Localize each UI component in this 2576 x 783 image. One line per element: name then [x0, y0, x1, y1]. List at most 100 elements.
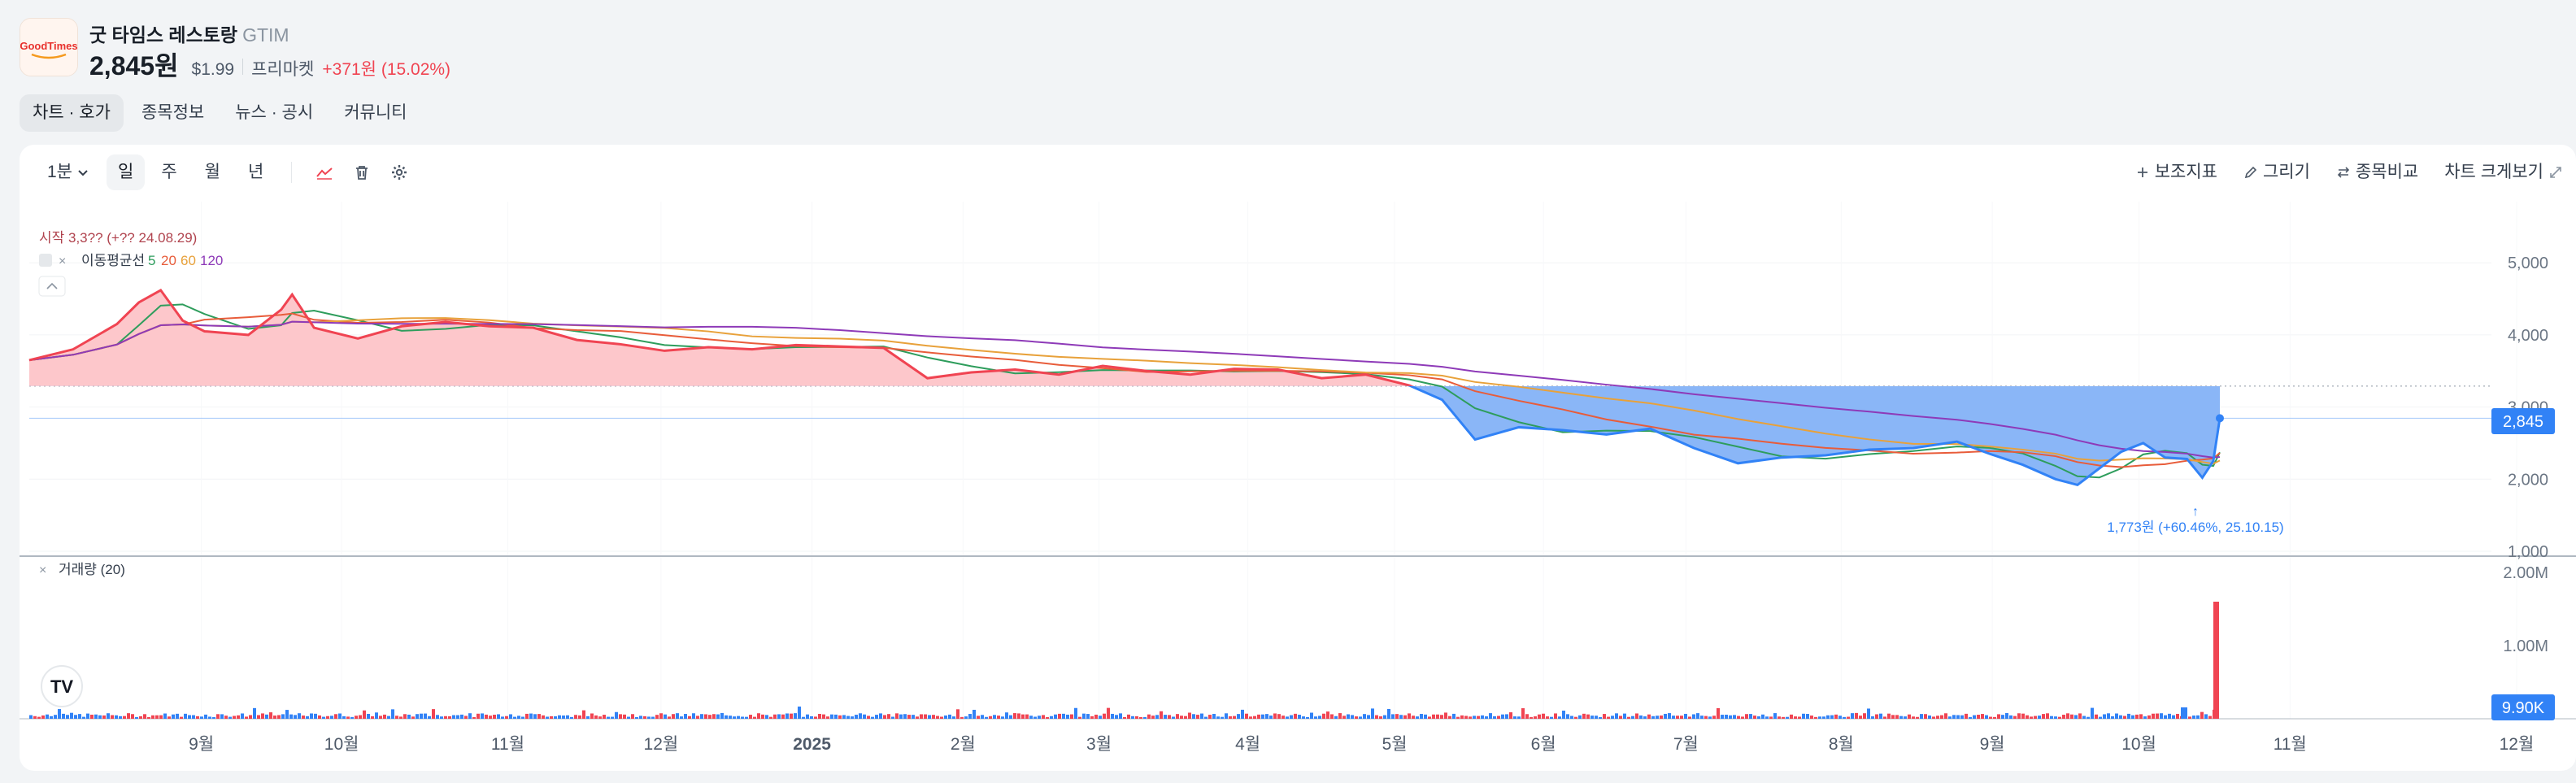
volume-bar — [1505, 714, 1508, 719]
period-day-button[interactable]: 일 — [107, 154, 146, 190]
volume-bar — [1867, 708, 1870, 719]
x-axis-label: 2025 — [793, 735, 831, 754]
volume-bar — [631, 714, 634, 719]
volume-bar — [1021, 714, 1025, 719]
volume-bar — [1286, 716, 1289, 719]
current-volume-tag-label: 9.90K — [2502, 699, 2545, 717]
volume-bar — [1879, 713, 1882, 719]
volume-bar — [1119, 713, 1122, 719]
volume-bar — [1952, 715, 1956, 719]
volume-bar — [1944, 713, 1947, 719]
close-icon[interactable]: × — [39, 563, 46, 577]
volume-bar — [2143, 716, 2147, 719]
volume-bar — [82, 716, 85, 719]
x-axis-label: 11월 — [2274, 735, 2307, 754]
period-month-button[interactable]: 월 — [204, 163, 220, 181]
volume-bar — [1908, 714, 1911, 719]
price-change: +371원 (15.02%) — [322, 60, 451, 79]
draw-button[interactable]: 그리기 — [2230, 154, 2323, 190]
expand-chart-button[interactable]: 차트 크게보기 — [2431, 154, 2576, 190]
chart-toolbar: 1분 일 주 월 년 보조지표 그리기 — [20, 145, 2576, 202]
volume-bar — [1651, 716, 1655, 719]
tab-chart[interactable]: 차트 · 호가 — [20, 94, 124, 132]
volume-bar — [871, 716, 874, 719]
volume-bar — [1725, 715, 1728, 719]
volume-bar — [196, 716, 199, 719]
volume-bar — [1635, 713, 1638, 719]
volume-bar — [481, 713, 484, 719]
tab-community[interactable]: 커뮤니티 — [344, 103, 407, 122]
volume-bar — [879, 713, 882, 719]
volume-bar — [2139, 714, 2143, 719]
volume-bar — [1131, 716, 1134, 719]
volume-bar — [387, 716, 390, 719]
volume-bar — [257, 715, 260, 719]
volume-bar — [281, 714, 285, 719]
volume-bar — [493, 715, 496, 719]
volume-bar — [2005, 713, 2008, 719]
volume-bar — [1619, 716, 1622, 719]
tab-news[interactable]: 뉴스 · 공시 — [235, 103, 314, 122]
volume-bar — [1603, 714, 1606, 719]
volume-bar — [1403, 715, 1407, 719]
volume-bar — [94, 714, 98, 719]
volume-bar — [155, 715, 159, 719]
volume-bar — [2062, 715, 2065, 719]
volume-bar — [1570, 716, 1573, 719]
chart-settings-button[interactable] — [383, 154, 416, 190]
eye-icon[interactable] — [39, 254, 52, 267]
volume-bar — [1517, 716, 1521, 719]
volume-bar — [851, 716, 854, 719]
volume-bar — [1530, 716, 1533, 719]
volume-bar — [127, 713, 130, 719]
volume-bar — [168, 716, 171, 719]
ma-legend: × 이동평균선 5 20 60 120 — [39, 253, 223, 268]
volume-bar — [2168, 713, 2171, 719]
x-axis-label: 2월 — [951, 735, 976, 754]
volume-bar — [566, 715, 569, 719]
x-axis-label: 11월 — [491, 735, 524, 754]
volume-bar — [1326, 711, 1329, 719]
volume-bar — [436, 715, 439, 719]
volume-bar — [1497, 716, 1500, 719]
volume-bar — [1444, 712, 1447, 719]
volume-bar — [1948, 716, 1952, 719]
indicator-button[interactable]: 보조지표 — [2122, 154, 2230, 190]
x-axis-label: 12월 — [644, 735, 679, 754]
x-axis-label: 8월 — [1829, 735, 1854, 754]
chart-type-button[interactable] — [308, 154, 341, 190]
volume-bar — [245, 716, 248, 719]
compare-button[interactable]: 종목비교 — [2323, 154, 2431, 190]
volume-bar — [891, 716, 894, 719]
period-year-button[interactable]: 년 — [247, 163, 264, 181]
volume-bar — [1765, 716, 1769, 719]
collapse-legend-button[interactable] — [38, 276, 66, 297]
volume-bar — [33, 716, 37, 719]
volume-bar — [1798, 716, 1801, 719]
volume-bar — [2111, 716, 2114, 719]
volume-bar — [147, 716, 150, 719]
volume-bar — [1314, 716, 1317, 719]
volume-bar — [1050, 716, 1053, 719]
volume-bar — [1172, 716, 1175, 719]
ma20-label: 20 — [161, 253, 176, 268]
volume-bar — [1611, 716, 1614, 719]
min-price-annotation: 1,773원 (+60.46%, 25.10.15) — [2107, 520, 2283, 535]
volume-bar — [200, 716, 203, 719]
volume-bar — [704, 714, 707, 719]
volume-bar — [2091, 707, 2094, 719]
volume-bar — [1464, 716, 1468, 719]
delete-drawing-button[interactable] — [346, 154, 378, 190]
volume-bar — [907, 715, 911, 719]
period-week-button[interactable]: 주 — [161, 163, 177, 181]
tab-stock-info[interactable]: 종목정보 — [141, 103, 205, 122]
volume-bar — [1631, 716, 1634, 719]
close-icon[interactable]: × — [59, 254, 66, 268]
volume-bar — [1676, 716, 1679, 719]
volume-bar — [285, 710, 289, 719]
tradingview-logo[interactable]: TV — [41, 665, 83, 707]
volume-bar — [322, 716, 325, 719]
interval-select[interactable]: 1분 — [36, 154, 102, 190]
volume-bar — [1806, 714, 1809, 719]
